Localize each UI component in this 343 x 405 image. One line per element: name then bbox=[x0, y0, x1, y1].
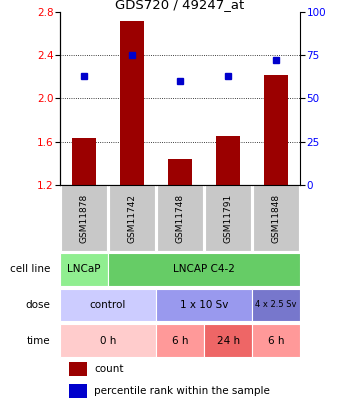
Text: 24 h: 24 h bbox=[216, 336, 240, 345]
Text: GSM11742: GSM11742 bbox=[128, 194, 137, 243]
Text: 6 h: 6 h bbox=[268, 336, 284, 345]
Text: 0 h: 0 h bbox=[100, 336, 116, 345]
Bar bbox=[168, 159, 192, 185]
Bar bbox=[109, 185, 155, 251]
Bar bbox=[157, 185, 203, 251]
Bar bbox=[60, 289, 156, 321]
Text: GSM11878: GSM11878 bbox=[80, 194, 88, 243]
Text: dose: dose bbox=[25, 300, 50, 310]
Text: control: control bbox=[90, 300, 126, 310]
Text: 1 x 10 Sv: 1 x 10 Sv bbox=[180, 300, 228, 310]
Bar bbox=[156, 324, 204, 357]
Bar bbox=[253, 185, 299, 251]
Text: GSM11791: GSM11791 bbox=[224, 194, 233, 243]
Text: cell line: cell line bbox=[10, 264, 50, 274]
Bar bbox=[60, 253, 108, 286]
Bar bbox=[69, 362, 87, 376]
Bar bbox=[264, 75, 288, 185]
Bar bbox=[216, 136, 240, 185]
Text: count: count bbox=[94, 364, 124, 374]
Bar bbox=[72, 139, 96, 185]
Text: 4 x 2.5 Sv: 4 x 2.5 Sv bbox=[256, 301, 297, 309]
Bar bbox=[120, 21, 144, 185]
Bar bbox=[60, 324, 156, 357]
Bar bbox=[252, 289, 300, 321]
Text: 6 h: 6 h bbox=[172, 336, 188, 345]
Bar bbox=[156, 289, 252, 321]
Text: percentile rank within the sample: percentile rank within the sample bbox=[94, 386, 270, 396]
Text: LNCaP: LNCaP bbox=[67, 264, 101, 274]
Bar bbox=[205, 185, 251, 251]
Bar bbox=[61, 185, 107, 251]
Text: LNCAP C4-2: LNCAP C4-2 bbox=[173, 264, 235, 274]
Bar bbox=[252, 324, 300, 357]
Text: time: time bbox=[27, 336, 50, 345]
Bar bbox=[108, 253, 300, 286]
Bar bbox=[69, 384, 87, 398]
Text: GSM11848: GSM11848 bbox=[272, 194, 281, 243]
Text: GSM11748: GSM11748 bbox=[176, 194, 185, 243]
Title: GDS720 / 49247_at: GDS720 / 49247_at bbox=[116, 0, 245, 11]
Bar bbox=[204, 324, 252, 357]
